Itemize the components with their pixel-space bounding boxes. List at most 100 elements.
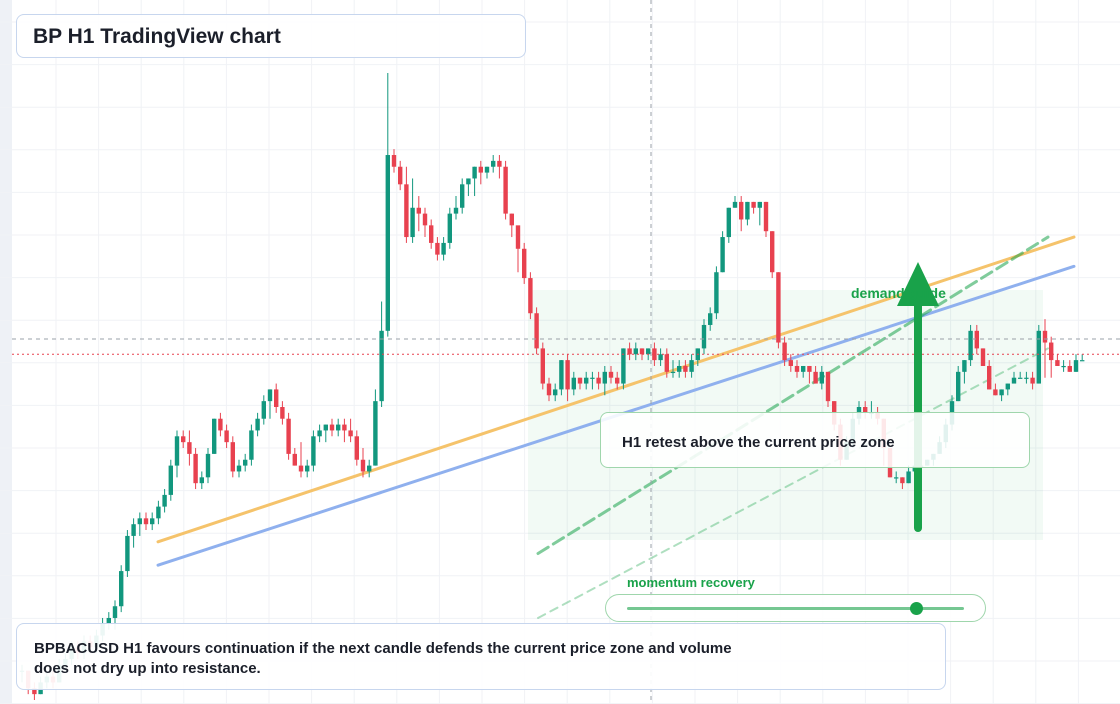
candle-body: [528, 278, 533, 314]
candle-body: [280, 407, 285, 419]
candle: [615, 371, 620, 390]
candle: [683, 360, 688, 378]
momentum-knob[interactable]: [910, 602, 924, 615]
candle: [794, 360, 800, 378]
candle: [664, 348, 669, 378]
candle: [447, 207, 452, 249]
candle-body: [435, 242, 440, 255]
candle-body: [658, 354, 663, 361]
candle: [993, 383, 998, 396]
candle-body: [807, 365, 812, 372]
candle: [280, 401, 285, 425]
candle: [670, 360, 676, 378]
candle-body: [1042, 330, 1048, 343]
candle: [813, 365, 818, 384]
candle-body: [398, 166, 403, 185]
candle-body: [763, 201, 769, 232]
candle: [391, 149, 397, 173]
analysis-note-panel: BPBACUSD H1 favours continuation if the …: [16, 623, 946, 690]
candle: [819, 365, 824, 390]
candle-body: [367, 465, 372, 472]
candle: [484, 166, 490, 179]
candle-body: [559, 360, 564, 390]
candle: [429, 219, 434, 249]
candle: [577, 377, 583, 390]
candle: [435, 237, 440, 261]
candle-body: [1018, 377, 1023, 379]
candle: [236, 459, 242, 478]
candle: [323, 424, 328, 443]
candle-body: [794, 365, 800, 372]
candle-body: [639, 348, 645, 355]
candle: [119, 565, 124, 613]
candle-body: [956, 371, 961, 402]
candle-body: [385, 155, 390, 331]
candle-body: [1005, 383, 1010, 390]
candle: [987, 360, 992, 390]
candle-body: [782, 342, 787, 361]
candle: [565, 354, 570, 402]
candle-body: [571, 377, 576, 390]
candle: [491, 155, 496, 173]
candle-body: [596, 377, 601, 384]
momentum-slider[interactable]: [605, 594, 986, 622]
candle-body: [546, 383, 552, 396]
candle: [974, 324, 979, 355]
candle: [218, 412, 223, 437]
candle: [584, 371, 589, 390]
candle: [1024, 371, 1029, 384]
candle-body: [732, 201, 738, 208]
candle-body: [987, 365, 992, 390]
candle-body: [770, 231, 775, 273]
candle: [187, 430, 192, 466]
candle-body: [305, 465, 310, 472]
candle-body: [646, 348, 651, 355]
candle: [261, 395, 266, 425]
candle-body: [491, 160, 496, 167]
candle-body: [484, 166, 490, 173]
candle: [1067, 360, 1072, 372]
candle-body: [633, 348, 638, 355]
candle-body: [218, 418, 223, 431]
candle: [658, 348, 663, 366]
candle: [770, 231, 775, 279]
candle: [534, 307, 539, 355]
candle-body: [602, 371, 607, 384]
candle-body: [683, 365, 688, 372]
candle-body: [825, 371, 831, 402]
candle: [205, 448, 211, 484]
candle-body: [143, 518, 149, 525]
candle: [230, 436, 235, 478]
trendline-green-dashed-thin: [537, 347, 1049, 619]
candle-body: [162, 494, 167, 507]
candle-body: [230, 442, 235, 472]
candle: [546, 377, 552, 402]
candle-body: [776, 272, 781, 343]
candle: [528, 272, 533, 320]
candle-body: [181, 436, 186, 443]
candle: [1055, 354, 1060, 366]
candle: [373, 389, 378, 466]
momentum-label: momentum recovery: [627, 575, 755, 590]
candle: [267, 389, 273, 419]
candle: [788, 354, 793, 372]
candle-body: [664, 354, 669, 372]
candle: [292, 448, 297, 466]
candle-body: [112, 606, 118, 618]
candle: [181, 430, 186, 449]
candle-body: [187, 442, 192, 454]
candle: [559, 360, 564, 396]
candle-body: [677, 365, 682, 372]
candle-body: [522, 248, 527, 279]
candle-body: [404, 184, 409, 238]
candle-body: [168, 465, 173, 495]
candle: [980, 348, 986, 366]
candle-body: [292, 453, 297, 466]
candle: [342, 418, 347, 443]
candle-body: [999, 389, 1004, 396]
candle-body: [1024, 377, 1029, 379]
candle-body: [615, 377, 620, 384]
candle: [1080, 354, 1085, 362]
candle: [410, 178, 415, 243]
candle: [311, 430, 316, 472]
